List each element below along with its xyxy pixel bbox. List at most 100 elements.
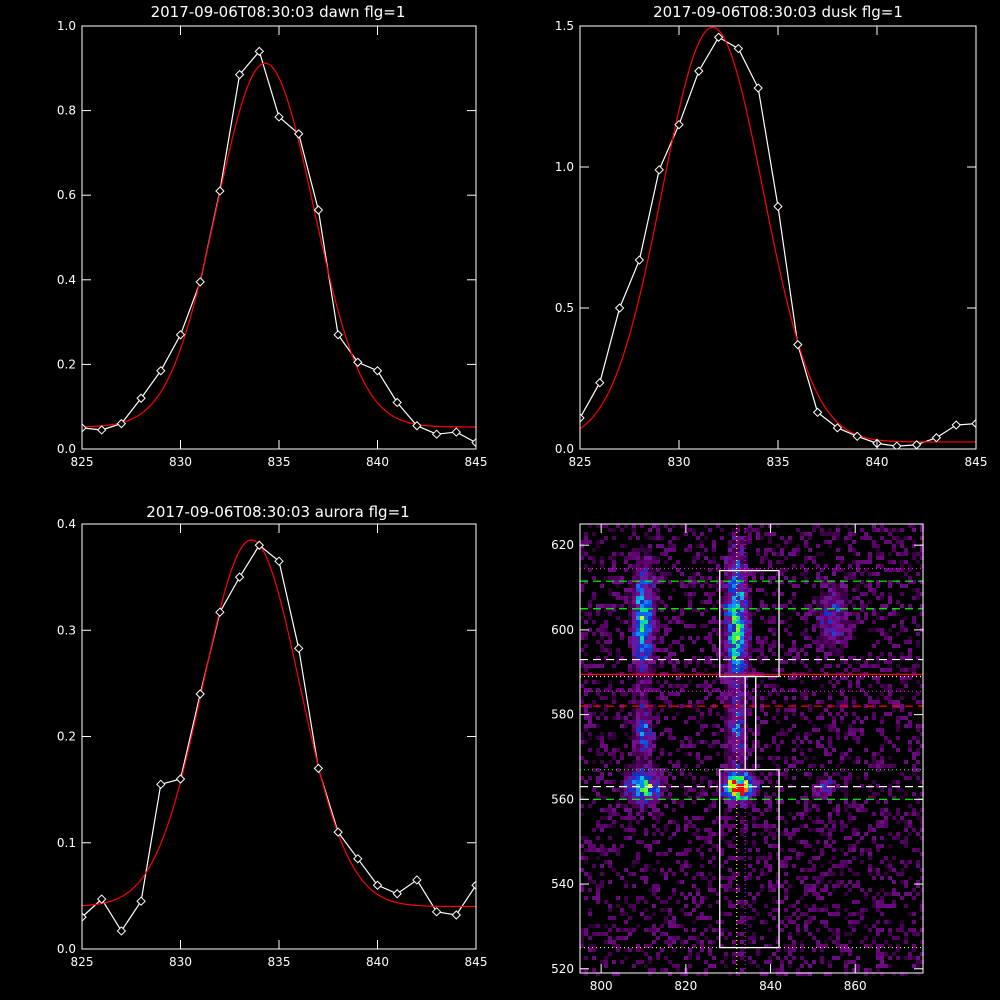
heatmap-cell: [920, 536, 924, 540]
heatmap-cell: [732, 656, 736, 660]
heatmap-cell: [600, 960, 604, 964]
heatmap-cell: [916, 800, 920, 804]
heatmap-cell: [880, 728, 884, 732]
heatmap-cell: [892, 972, 896, 976]
heatmap-cell: [656, 784, 660, 788]
heatmap-cell: [756, 856, 760, 860]
heatmap-cell: [808, 548, 812, 552]
data-point-marker: [175, 774, 186, 784]
heatmap-cell: [776, 668, 780, 672]
heatmap-cell: [760, 888, 764, 892]
heatmap-cell: [700, 872, 704, 876]
heatmap-cell: [876, 868, 880, 872]
heatmap-cell: [708, 804, 712, 808]
heatmap-cell: [720, 780, 724, 784]
heatmap-cell: [844, 864, 848, 868]
heatmap-cell: [908, 744, 912, 748]
heatmap-cell: [744, 564, 748, 568]
heatmap-cell: [580, 732, 584, 736]
heatmap-cell: [828, 936, 832, 940]
heatmap-cell: [880, 528, 884, 532]
heatmap-cell: [840, 860, 844, 864]
heatmap-cell: [636, 608, 640, 612]
heatmap-cell: [824, 944, 828, 948]
heatmap-cell: [632, 632, 636, 636]
heatmap-cell: [884, 904, 888, 908]
heatmap-cell: [840, 624, 844, 628]
heatmap-cell: [636, 556, 640, 560]
heatmap-cell: [848, 572, 852, 576]
heatmap-cell: [916, 776, 920, 780]
heatmap-cell: [804, 568, 808, 572]
heatmap-cell: [696, 848, 700, 852]
heatmap-cell: [916, 552, 920, 556]
heatmap-cell: [824, 748, 828, 752]
heatmap-cell: [688, 544, 692, 548]
heatmap-cell: [820, 624, 824, 628]
heatmap-cell: [876, 760, 880, 764]
heatmap-cell: [592, 848, 596, 852]
heatmap-cell: [780, 964, 784, 968]
heatmap-cell: [756, 780, 760, 784]
heatmap-cell: [652, 924, 656, 928]
heatmap-cell: [616, 616, 620, 620]
heatmap-cell: [664, 632, 668, 636]
heatmap-cell: [648, 608, 652, 612]
heatmap-cell: [820, 532, 824, 536]
heatmap-cell: [752, 764, 756, 768]
heatmap-cell: [776, 800, 780, 804]
heatmap-cell: [728, 756, 732, 760]
heatmap-cell: [740, 604, 744, 608]
heatmap-cell: [736, 552, 740, 556]
heatmap-cell: [632, 708, 636, 712]
heatmap-cell: [660, 664, 664, 668]
heatmap-cell: [732, 796, 736, 800]
heatmap-cell: [700, 624, 704, 628]
heatmap-cell: [828, 928, 832, 932]
heatmap-cell: [720, 528, 724, 532]
heatmap-cell: [640, 612, 644, 616]
heatmap-cell: [744, 704, 748, 708]
heatmap-cell: [644, 864, 648, 868]
heatmap-cell: [728, 784, 732, 788]
heatmap-cell: [844, 636, 848, 640]
heatmap-cell: [816, 740, 820, 744]
heatmap-cell: [820, 820, 824, 824]
heatmap-cell: [736, 560, 740, 564]
heatmap-cell: [864, 848, 868, 852]
heatmap-cell: [812, 784, 816, 788]
heatmap-cell: [776, 552, 780, 556]
heatmap-cell: [652, 624, 656, 628]
heatmap-cell: [656, 688, 660, 692]
heatmap-cell: [744, 772, 748, 776]
heatmap-cell: [764, 944, 768, 948]
y-tick-label: 0.1: [57, 836, 76, 850]
heatmap-cell: [740, 968, 744, 972]
y-tick-label: 1.0: [57, 19, 76, 33]
heatmap-cell: [612, 716, 616, 720]
heatmap-cell: [728, 560, 732, 564]
heatmap-cell: [644, 876, 648, 880]
heatmap-cell: [792, 760, 796, 764]
heatmap-cell: [844, 668, 848, 672]
heatmap-cell: [788, 856, 792, 860]
heatmap-cell: [832, 608, 836, 612]
heatmap-cell: [736, 544, 740, 548]
heatmap-cell: [640, 808, 644, 812]
heatmap-cell: [648, 848, 652, 852]
heatmap-cell: [720, 884, 724, 888]
heatmap-cell: [732, 684, 736, 688]
heatmap-cell: [632, 568, 636, 572]
heatmap-cell: [816, 788, 820, 792]
heatmap-cell: [828, 912, 832, 916]
heatmap-cell: [744, 788, 748, 792]
heatmap-cell: [636, 748, 640, 752]
heatmap-cell: [840, 868, 844, 872]
heatmap-cell: [596, 724, 600, 728]
heatmap-cell: [644, 808, 648, 812]
heatmap-cell: [832, 644, 836, 648]
heatmap-cell: [716, 724, 720, 728]
data-point-marker: [333, 330, 343, 340]
heatmap-cell: [648, 776, 652, 780]
heatmap-cell: [700, 584, 704, 588]
